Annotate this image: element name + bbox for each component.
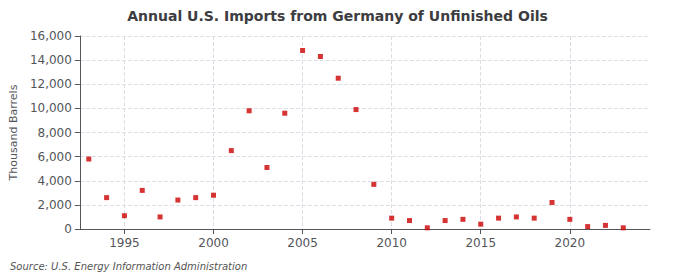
svg-text:8,000: 8,000: [38, 126, 72, 140]
svg-text:2,000: 2,000: [38, 198, 72, 212]
svg-text:Source: U.S. Energy Informatio: Source: U.S. Energy Information Administ…: [10, 261, 247, 272]
svg-text:1995: 1995: [109, 236, 140, 250]
svg-text:12,000: 12,000: [30, 77, 72, 91]
svg-text:2015: 2015: [465, 236, 496, 250]
svg-text:2000: 2000: [198, 236, 229, 250]
svg-text:Thousand Barrels: Thousand Barrels: [7, 84, 20, 181]
svg-text:6,000: 6,000: [38, 150, 72, 164]
svg-text:2020: 2020: [555, 236, 586, 250]
svg-text:2005: 2005: [287, 236, 318, 250]
svg-text:10,000: 10,000: [30, 101, 72, 115]
svg-text:Annual U.S. Imports from Germa: Annual U.S. Imports from Germany of Unfi…: [127, 8, 548, 24]
svg-text:2010: 2010: [376, 236, 407, 250]
svg-text:14,000: 14,000: [30, 53, 72, 67]
svg-text:0: 0: [64, 222, 72, 236]
svg-text:4,000: 4,000: [38, 174, 72, 188]
svg-text:16,000: 16,000: [30, 29, 72, 43]
